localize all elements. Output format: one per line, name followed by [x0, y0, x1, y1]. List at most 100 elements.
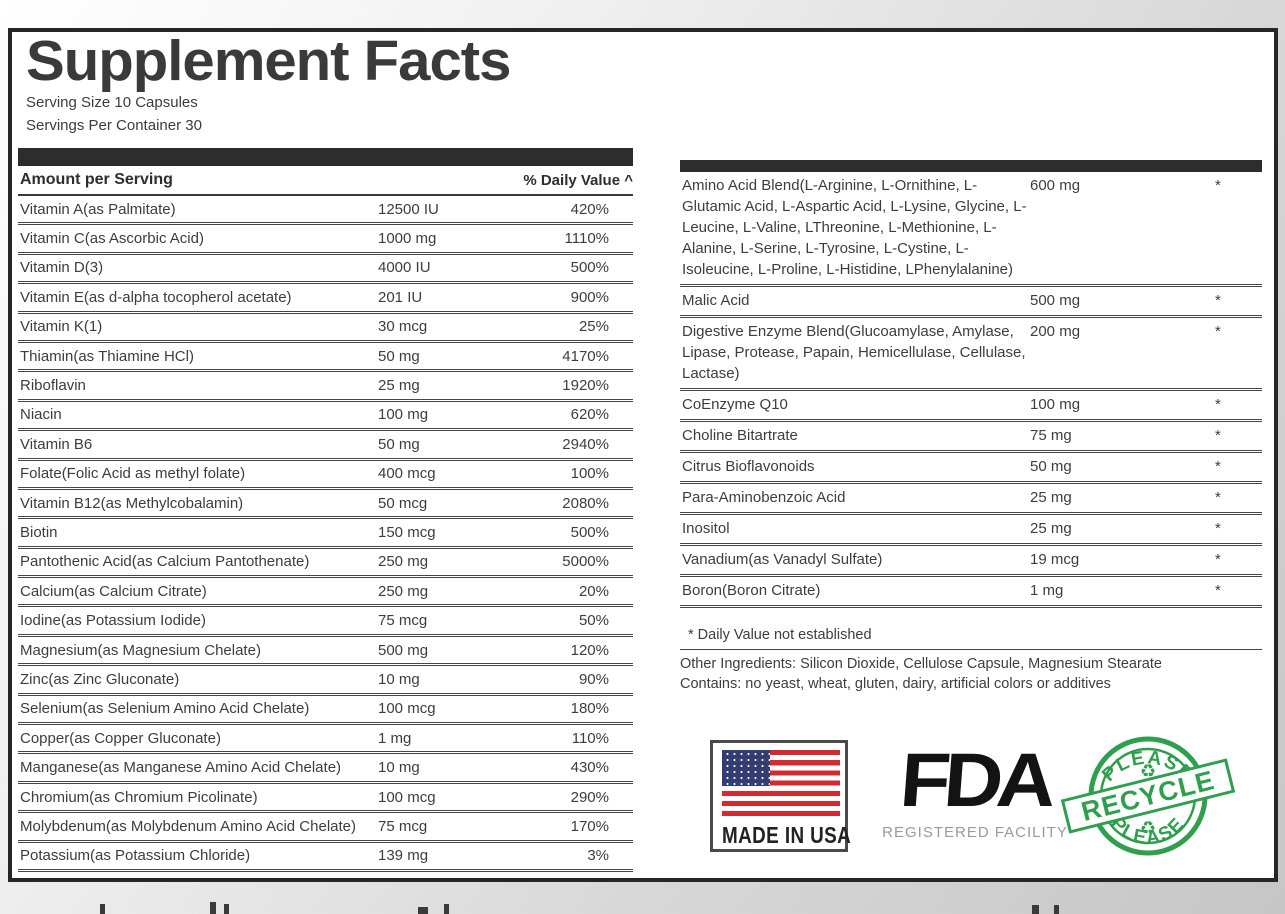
recycle-stamp-icon: PLEASE PLEASE ♻ ♻ RECYCLE [1060, 736, 1236, 856]
ingredient-daily-value: 50% [578, 612, 609, 630]
ingredient-daily-value: 120% [570, 641, 609, 659]
table-row: Vitamin K(1) 30 mcg 25% [18, 314, 633, 343]
ingredient-amount: 19 mcg [1030, 551, 1080, 568]
daily-value-header: % Daily Value ^ [523, 171, 633, 189]
cutoff-text-fragment [1054, 905, 1059, 914]
table-row: CoEnzyme Q10 100 mg * [680, 391, 1262, 422]
table-row: Vitamin E(as d-alpha tocopherol acetate)… [18, 284, 633, 314]
ingredient-name: Zinc(as Zinc Gluconate) [20, 670, 180, 688]
ingredient-name: Citrus Bioflavonoids [682, 458, 815, 475]
ingredient-daily-value: 3% [587, 847, 609, 865]
table-row: Malic Acid 500 mg * [680, 287, 1262, 318]
ingredient-daily-value: 180% [570, 700, 609, 718]
ingredient-amount: 25 mg [1030, 489, 1072, 506]
ingredient-amount: 50 mg [1030, 458, 1072, 475]
fda-logo: FDA [897, 738, 1053, 823]
recycle-symbol-bottom-icon: ♻ [1140, 818, 1156, 838]
ingredient-amount: 100 mg [1030, 396, 1081, 413]
table-row: Thiamin(as Thiamine HCl) 50 mg 4170% [18, 343, 633, 373]
ingredient-amount: 30 mcg [378, 318, 428, 336]
ingredient-name: CoEnzyme Q10 [682, 396, 788, 413]
ingredient-name: Vitamin A(as Palmitate) [20, 200, 176, 218]
ingredient-amount: 50 mg [378, 347, 420, 365]
ingredient-amount: 10 mg [378, 759, 420, 777]
ingredient-daily-value: 500% [570, 523, 609, 541]
ingredient-name: Amino Acid Blend(L-Arginine, L-Ornithine… [682, 177, 1027, 278]
ingredient-amount: 400 mcg [378, 465, 436, 483]
ingredient-amount: 100 mcg [378, 788, 436, 806]
ingredient-name: Vitamin K(1) [20, 318, 103, 336]
ingredient-amount: 600 mg [1030, 177, 1081, 194]
daily-value-footnote: * Daily Value not established [680, 621, 1262, 650]
cutoff-text-fragment [210, 902, 216, 914]
ingredient-amount: 250 mg [378, 553, 429, 571]
left-table-header: Amount per Serving % Daily Value ^ [18, 166, 633, 196]
ingredient-daily-value: 1920% [562, 377, 609, 395]
table-row: Para-Aminobenzoic Acid 25 mg * [680, 484, 1262, 515]
ingredient-daily-value: 4170% [562, 347, 609, 365]
ingredient-daily-value: 900% [570, 288, 609, 306]
other-ingredients-note: Other Ingredients: Silicon Dioxide, Cell… [680, 656, 1162, 672]
ingredient-daily-value: 1110% [564, 230, 609, 248]
cutoff-text-fragment [224, 904, 229, 914]
table-row: Chromium(as Chromium Picolinate) 100 mcg… [18, 784, 633, 814]
table-row: Vitamin A(as Palmitate) 12500 IU 420% [18, 196, 633, 226]
ingredient-amount: 150 mcg [378, 523, 436, 541]
servings-per-container: Servings Per Container 30 [26, 117, 202, 134]
ingredient-daily-value: * [1215, 177, 1221, 194]
ingredient-amount: 50 mg [378, 435, 420, 453]
certification-badges: MADE IN USA FDA REGISTERED FACILITY PLEA… [680, 732, 1262, 862]
ingredient-name: Choline Bitartrate [682, 427, 798, 444]
ingredient-amount: 75 mcg [378, 817, 428, 835]
ingredient-name: Pantothenic Acid(as Calcium Pantothenate… [20, 553, 310, 571]
ingredient-daily-value: * [1215, 323, 1221, 340]
ingredient-daily-value: 25% [578, 318, 609, 336]
table-row: Vitamin B12(as Methylcobalamin) 50 mcg 2… [18, 490, 633, 520]
ingredient-daily-value: * [1215, 489, 1221, 506]
ingredient-name: Calcium(as Calcium Citrate) [20, 582, 207, 600]
right-table-top-bar [680, 160, 1262, 172]
ingredient-name: Boron(Boron Citrate) [682, 582, 821, 599]
ingredient-name: Inositol [682, 520, 730, 537]
ingredient-amount: 4000 IU [378, 259, 431, 277]
table-row: Choline Bitartrate 75 mg * [680, 422, 1262, 453]
ingredient-daily-value: * [1215, 582, 1221, 599]
ingredient-name: Biotin [20, 523, 58, 541]
table-row: Vitamin B6 50 mg 2940% [18, 431, 633, 461]
table-row: Inositol 25 mg * [680, 515, 1262, 546]
ingredient-daily-value: 110% [571, 729, 609, 747]
ingredient-amount: 139 mg [378, 847, 429, 865]
ingredient-name: Malic Acid [682, 292, 750, 309]
us-flag-icon [722, 750, 840, 816]
ingredient-name: Selenium(as Selenium Amino Acid Chelate) [20, 700, 310, 718]
ingredient-name: Vitamin B6 [20, 435, 93, 453]
cutoff-text-fragment [444, 904, 449, 914]
ingredient-daily-value: * [1215, 551, 1221, 568]
supplement-facts-panel: Supplement Facts Serving Size 10 Capsule… [8, 28, 1278, 882]
ingredient-amount: 1 mg [378, 729, 412, 747]
table-row: Riboflavin 25 mg 1920% [18, 372, 633, 402]
ingredient-name: Potassium(as Potassium Chloride) [20, 847, 251, 865]
table-row: Calcium(as Calcium Citrate) 250 mg 20% [18, 578, 633, 608]
table-row: Molybdenum(as Molybdenum Amino Acid Chel… [18, 813, 633, 843]
left-ingredient-table: Vitamin A(as Palmitate) 12500 IU 420% Vi… [18, 196, 633, 872]
ingredient-name: Digestive Enzyme Blend(Glucoamylase, Amy… [682, 323, 1026, 382]
ingredient-amount: 100 mg [378, 406, 429, 424]
ingredient-name: Vitamin D(3) [20, 259, 104, 277]
ingredient-amount: 75 mg [1030, 427, 1072, 444]
table-row: Vitamin D(3) 4000 IU 500% [18, 255, 633, 285]
table-row: Biotin 150 mcg 500% [18, 519, 633, 549]
cutoff-text-fragment [418, 907, 428, 914]
ingredient-daily-value: 90% [578, 670, 609, 688]
table-row: Magnesium(as Magnesium Chelate) 500 mg 1… [18, 637, 633, 667]
ingredient-name: Iodine(as Potassium Iodide) [20, 612, 206, 630]
ingredient-amount: 25 mg [1030, 520, 1072, 537]
ingredient-amount: 25 mg [378, 377, 420, 395]
ingredient-name: Niacin [20, 406, 62, 424]
made-in-usa-label: MADE IN USA [722, 822, 852, 848]
table-row: Vitamin C(as Ascorbic Acid) 1000 mg 1110… [18, 225, 633, 255]
ingredient-amount: 1 mg [1030, 582, 1064, 599]
cutoff-text-fragment [100, 904, 105, 914]
ingredient-daily-value: * [1215, 520, 1221, 537]
ingredient-name: Vitamin B12(as Methylcobalamin) [20, 494, 244, 512]
